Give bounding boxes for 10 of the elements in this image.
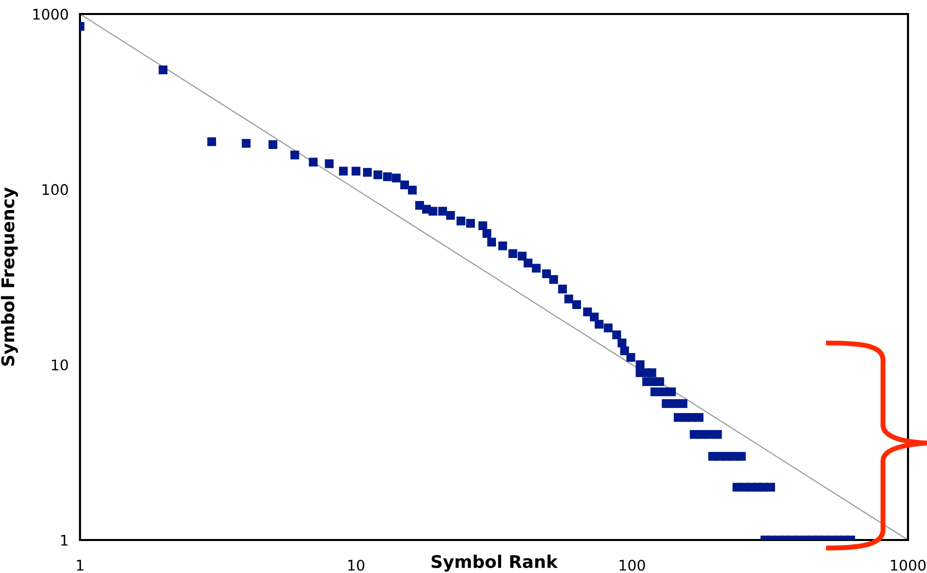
x-tick-label: 1000 [891,560,926,571]
y-axis-title: Symbol Frequency [0,187,18,366]
x-tick-label: 100 [620,560,645,571]
y-tick-label: 1 [61,534,68,546]
x-tick-label: 10 [348,560,364,571]
x-axis-title: Symbol Rank [432,554,558,572]
x-tick-label: 1 [76,560,84,571]
y-tick-label: 1000 [33,8,68,20]
y-tick-label: 100 [42,184,68,196]
y-tick-label: 10 [52,359,68,370]
